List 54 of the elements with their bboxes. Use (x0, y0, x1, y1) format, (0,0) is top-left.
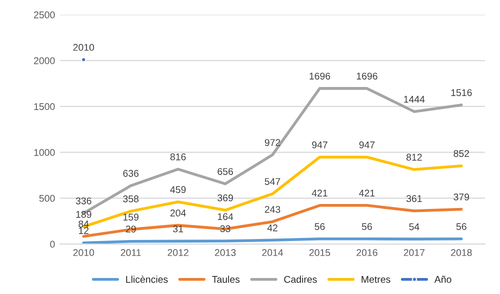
data-label: 379 (454, 194, 470, 200)
data-label: 56 (456, 223, 466, 230)
data-label: 56 (362, 223, 372, 230)
data-label: 947 (359, 141, 375, 148)
legend-label: Llicències (126, 276, 168, 283)
x-tick-label: 2016 (356, 249, 378, 256)
data-label: 816 (170, 153, 186, 160)
data-label: 459 (170, 186, 186, 194)
data-label: 54 (409, 223, 420, 230)
data-label: 656 (218, 168, 233, 175)
x-tick-label: 2014 (262, 249, 284, 256)
data-label: 421 (359, 190, 375, 196)
legend-label: Taules (212, 276, 240, 283)
data-label: 56 (314, 223, 325, 230)
data-label: 361 (406, 195, 422, 202)
legend-label: Cadires (284, 276, 317, 283)
data-label: 1696 (356, 72, 378, 80)
x-tick-label: 2018 (451, 249, 472, 256)
y-tick-label: 1000 (34, 149, 55, 156)
x-tick-label: 2017 (404, 249, 424, 256)
data-label: 947 (312, 141, 328, 148)
x-tick-label: 2013 (214, 249, 236, 256)
legend-label: Año (434, 276, 452, 283)
data-label: 1444 (404, 96, 425, 103)
data-label: 336 (76, 197, 92, 204)
data-label: 547 (264, 178, 280, 185)
data-label: 1696 (310, 72, 330, 80)
data-label: 204 (170, 210, 186, 216)
data-label: 164 (218, 213, 234, 220)
data-label: 636 (123, 170, 139, 177)
data-label: 358 (123, 195, 139, 202)
x-tick-label: 2015 (309, 249, 330, 256)
data-label: 243 (264, 206, 280, 213)
data-label: 2010 (73, 44, 94, 51)
y-tick-label: 500 (39, 194, 55, 202)
data-label: 1516 (451, 89, 472, 96)
data-label: 12 (78, 227, 89, 234)
data-label: 42 (267, 224, 278, 232)
x-tick-label: 2012 (168, 249, 188, 256)
data-label: 972 (264, 139, 280, 146)
x-tick-label: 2011 (120, 249, 141, 256)
data-label: 421 (312, 190, 328, 196)
legend-label: Metres (362, 276, 390, 283)
data-label: 189 (76, 210, 92, 218)
y-tick-label: 1500 (34, 103, 55, 110)
y-tick-label: 2500 (34, 11, 55, 18)
y-tick-label: 0 (50, 240, 55, 248)
y-tick-label: 2000 (34, 57, 55, 64)
data-label: 812 (406, 154, 422, 161)
data-label: 159 (123, 214, 138, 221)
data-label: 31 (173, 225, 183, 232)
data-label: 369 (218, 194, 233, 202)
x-tick-label: 2010 (73, 249, 94, 256)
data-label: 852 (454, 150, 470, 157)
